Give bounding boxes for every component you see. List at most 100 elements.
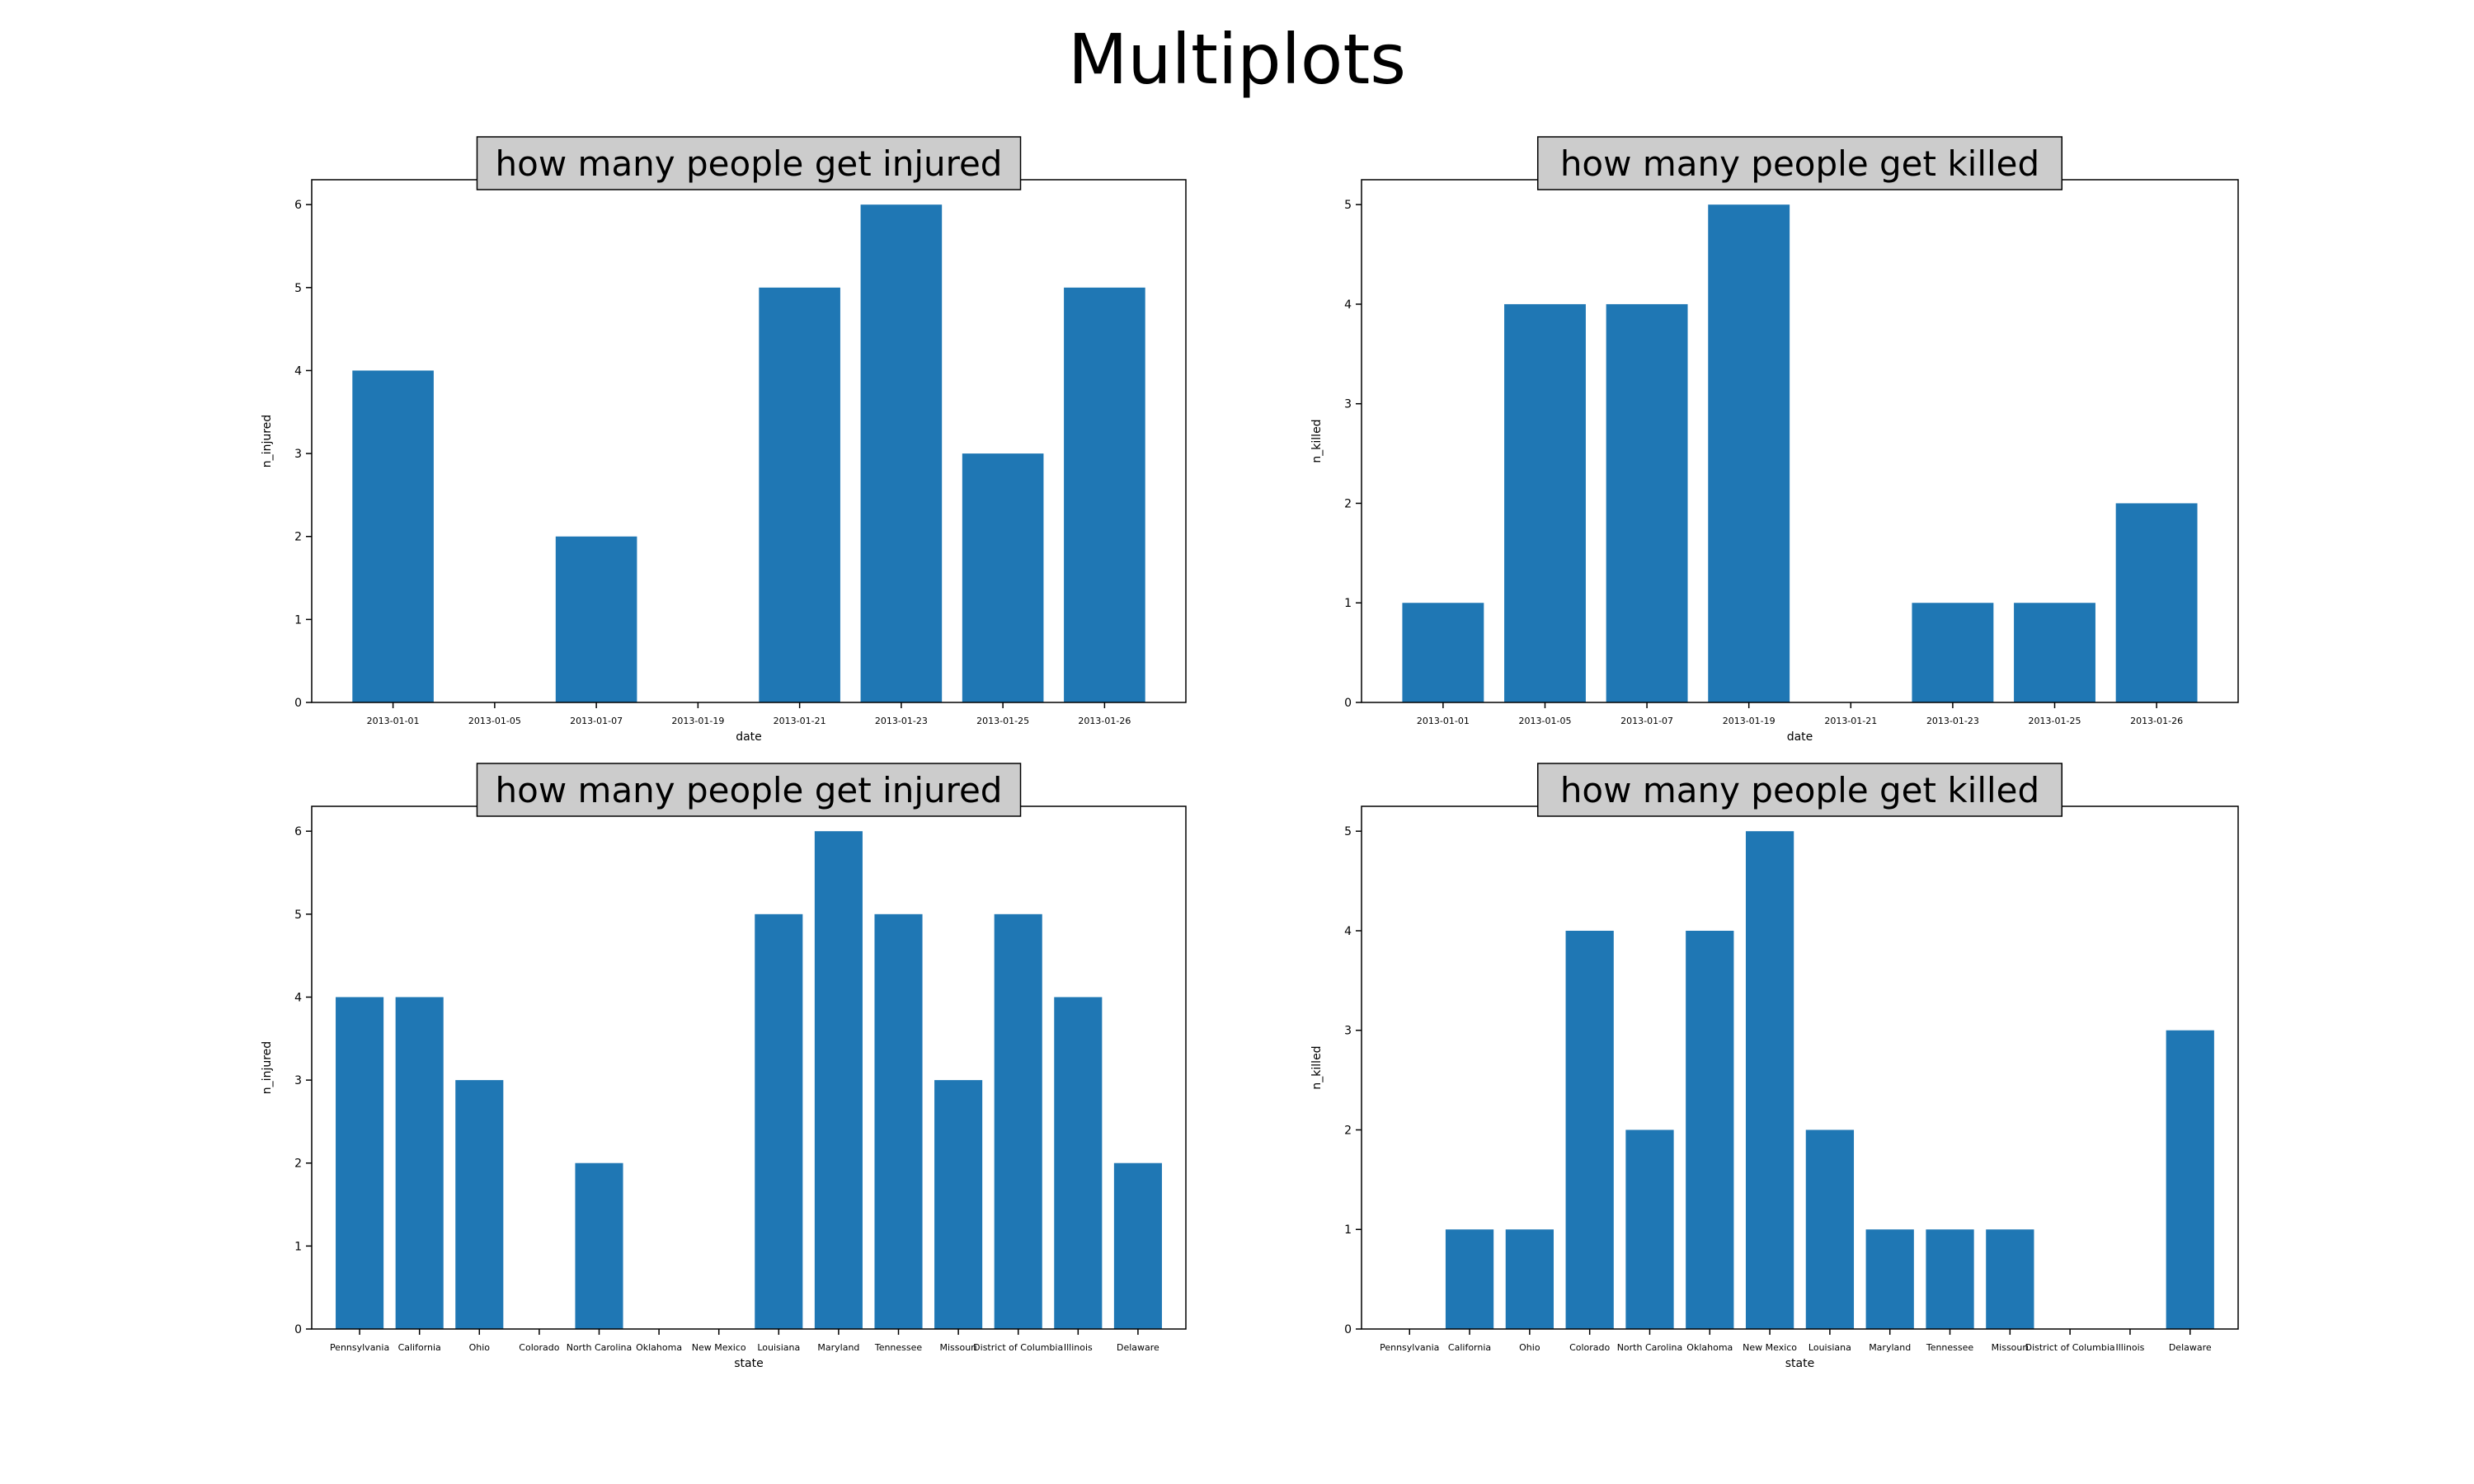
figure-title: Multiplots	[1067, 19, 1407, 100]
y-tick-label: 5	[294, 282, 302, 295]
x-tick-label: 2013-01-26	[2130, 716, 2183, 726]
y-axis-label: n_injured	[261, 415, 274, 467]
x-tick-label: 2013-01-21	[774, 716, 826, 726]
bar	[1708, 204, 1790, 702]
chart-title-box	[476, 763, 1022, 817]
y-tick-label: 2	[1344, 497, 1352, 510]
x-axis-label: date	[1787, 730, 1813, 744]
bar	[1805, 1129, 1855, 1329]
bar	[1054, 997, 1103, 1329]
x-tick-label: 2013-01-19	[1723, 716, 1776, 726]
x-tick-label: 2013-01-07	[1620, 716, 1673, 726]
x-axis-label: state	[1785, 1357, 1814, 1370]
x-tick-label: Ohio	[469, 1342, 491, 1353]
bar	[1565, 930, 1614, 1329]
y-axis-label: n_killed	[1310, 419, 1324, 463]
bar	[860, 204, 943, 702]
bar	[1926, 1229, 1974, 1329]
y-axis-label: n_killed	[1310, 1045, 1324, 1089]
y-tick-label: 1	[294, 1240, 302, 1253]
x-tick-label: Delaware	[2169, 1342, 2212, 1353]
axes-frame	[1361, 179, 2239, 703]
y-axis-label: n_injured	[261, 1041, 274, 1094]
chart-panel-3: 0 1 2 3 4 5 6 Pennsylvania California Ohio Colorad…	[261, 763, 1187, 1370]
x-tick-label: Colorado	[519, 1342, 559, 1353]
x-tick-label: 2013-01-01	[367, 716, 420, 726]
x-tick-label: 2013-01-25	[976, 716, 1029, 726]
x-tick-label: District of Columbia	[973, 1342, 1063, 1353]
bar	[2014, 603, 2095, 702]
y-tick-label: 3	[294, 448, 302, 461]
x-tick-label: 2013-01-23	[1926, 716, 1979, 726]
bar	[934, 1080, 983, 1329]
bar	[1912, 603, 1994, 702]
x-tick-label: Maryland	[1869, 1342, 1911, 1353]
bar	[575, 1162, 623, 1329]
bar	[1745, 831, 1794, 1329]
y-tick-label: 2	[1344, 1124, 1352, 1137]
chart-title-box	[1536, 136, 2063, 190]
x-tick-label: Illinois	[2115, 1342, 2144, 1353]
chart-panel-1: 0 1 2 3 4 5 6 2013-01-01 2013-01-05 2013-01-07 201…	[261, 136, 1187, 744]
bar	[336, 997, 384, 1329]
x-tick-label: California	[398, 1342, 441, 1353]
y-tick-label: 1	[1344, 1223, 1352, 1237]
bar	[1625, 1129, 1674, 1329]
x-tick-label: North Carolina	[1617, 1342, 1683, 1353]
y-tick-label: 2	[294, 531, 302, 544]
x-tick-label: Pennsylvania	[330, 1342, 389, 1353]
y-tick-label: 5	[1344, 199, 1352, 212]
x-tick-label: Louisiana	[1808, 1342, 1851, 1353]
bar	[2115, 503, 2198, 702]
x-axis-label: date	[736, 730, 762, 744]
y-tick-label: 6	[294, 199, 302, 212]
chart-title-box	[1536, 763, 2063, 817]
y-tick-label: 0	[294, 1323, 302, 1336]
x-tick-label: Ohio	[1519, 1342, 1540, 1353]
x-tick-label: 2013-01-05	[1519, 716, 1572, 726]
x-tick-label: Tennessee	[874, 1342, 923, 1353]
x-axis-label: state	[734, 1357, 763, 1370]
x-tick-label: Maryland	[817, 1342, 859, 1353]
y-tick-label: 4	[294, 991, 302, 1004]
x-tick-label: Pennsylvania	[1380, 1342, 1439, 1353]
bar	[352, 370, 434, 702]
bar	[1064, 287, 1145, 702]
x-tick-label: Oklahoma	[1686, 1342, 1733, 1353]
bar	[759, 287, 840, 702]
y-tick-label: 6	[294, 825, 302, 838]
bar	[1445, 1229, 1494, 1329]
x-tick-label: North Carolina	[567, 1342, 633, 1353]
x-tick-label: Oklahoma	[636, 1342, 682, 1353]
y-tick-label: 5	[1344, 825, 1352, 838]
bar	[994, 913, 1042, 1329]
y-tick-label: 1	[1344, 597, 1352, 610]
bar	[962, 453, 1044, 702]
bar	[455, 1080, 504, 1329]
y-tick-label: 3	[294, 1074, 302, 1087]
bar	[1402, 603, 1484, 702]
y-tick-label: 0	[294, 697, 302, 710]
x-tick-label: 2013-01-26	[1078, 716, 1131, 726]
bar	[555, 536, 637, 702]
x-tick-label: 2013-01-19	[671, 716, 724, 726]
bar	[1986, 1229, 2034, 1329]
x-tick-label: 2013-01-23	[875, 716, 928, 726]
y-tick-label: 0	[1344, 1323, 1352, 1336]
chart-panel-4: 0 1 2 3 4 5 Pennsylvania California Ohio Colorado…	[1310, 763, 2239, 1370]
bar	[874, 913, 923, 1329]
y-tick-label: 4	[1344, 925, 1352, 938]
x-tick-label: 2013-01-07	[570, 716, 623, 726]
chart-title: how many people get injured	[496, 770, 1003, 810]
bar	[1505, 1229, 1554, 1329]
chart-panel-2: 0 1 2 3 4 5 2013-01-01 2013-01-05 2013-01-07 2013…	[1310, 136, 2239, 744]
x-tick-label: District of Columbia	[2025, 1342, 2115, 1353]
y-tick-label: 4	[1344, 298, 1352, 312]
bar	[1686, 930, 1734, 1329]
bar	[1865, 1229, 1914, 1329]
x-tick-label: Delaware	[1117, 1342, 1159, 1353]
bar	[1113, 1162, 1162, 1329]
chart-title: how many people get killed	[1560, 770, 2039, 810]
y-tick-label: 0	[1344, 697, 1352, 710]
